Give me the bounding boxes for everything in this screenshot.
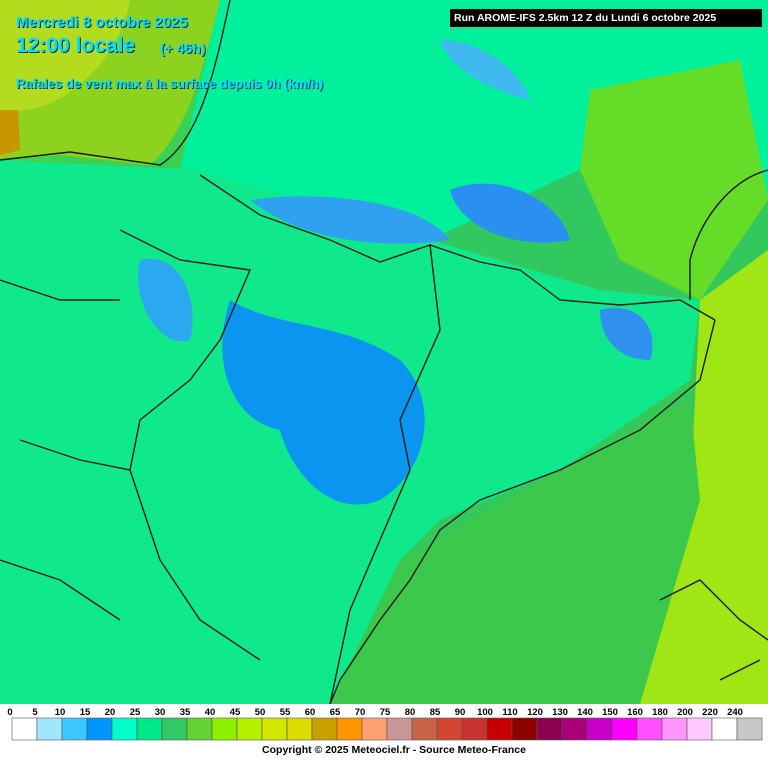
legend-swatch (311, 717, 338, 741)
legend-label: 110 (502, 707, 517, 718)
legend-label: 30 (155, 707, 166, 718)
coast-islands (659, 579, 768, 681)
legend-label: 85 (430, 707, 441, 718)
legend-label: 20 (105, 707, 116, 718)
legend-swatch (36, 717, 63, 741)
legend-swatch (261, 717, 288, 741)
legend-swatch (111, 717, 138, 741)
zone-blue-6 (440, 40, 530, 100)
legend-swatch (61, 717, 88, 741)
legend-swatch (586, 717, 613, 741)
legend-label: 160 (627, 707, 643, 718)
legend-swatch (411, 717, 438, 741)
borders (0, 0, 768, 704)
legend-label: 10 (55, 707, 66, 718)
legend-swatch (661, 717, 688, 741)
zone-blue (222, 300, 425, 505)
legend-swatch (336, 717, 363, 741)
legend-swatch (361, 717, 388, 741)
border-pyrenees (199, 174, 716, 321)
legend-swatch (86, 717, 113, 741)
legend-swatch (161, 717, 188, 741)
legend-swatch (561, 717, 588, 741)
legend-swatch (536, 717, 563, 741)
legend-label: 240 (727, 707, 743, 718)
legend-label: 150 (602, 707, 618, 718)
zone-orange (0, 110, 20, 155)
subtitle: Rafales de vent max à la surface depuis … (16, 76, 324, 91)
coast-atlantic (0, 0, 231, 166)
legend-swatch (736, 717, 763, 741)
legend-label: 40 (205, 707, 216, 718)
legend-label: 80 (405, 707, 416, 718)
copyright: Copyright © 2025 Meteociel.fr - Source M… (262, 744, 526, 756)
legend-label: 15 (80, 707, 91, 718)
run-info: Run AROME-IFS 2.5km 12 Z du Lundi 6 octo… (450, 9, 762, 27)
region-border-3 (0, 279, 131, 621)
zone-sea (330, 400, 700, 704)
legend-label: 220 (702, 707, 718, 718)
legend-swatch (386, 717, 413, 741)
legend-swatch (211, 717, 238, 741)
legend-swatch (711, 717, 738, 741)
legend-label: 180 (652, 707, 668, 718)
legend-label: 45 (230, 707, 241, 718)
local-time: 12:00 locale (16, 34, 136, 57)
legend: 0 5 10 15 20 25 30 35 40 45 50 55 60 65 70 75 80 85 90 100 1… (0, 704, 768, 768)
region-border-2 (119, 229, 261, 661)
legend-label: 0 (7, 707, 12, 718)
zone-blue-2 (138, 258, 193, 342)
map (0, 0, 768, 704)
legend-swatch (511, 717, 538, 741)
legend-label: 5 (32, 707, 38, 718)
legend-swatch (11, 717, 38, 741)
legend-label: 100 (477, 707, 493, 718)
zone-blue-5 (600, 308, 653, 360)
lead-time: (+ 46h) (160, 40, 206, 56)
legend-label: 70 (355, 707, 366, 718)
legend-swatch (186, 717, 213, 741)
legend-label: 75 (380, 707, 391, 718)
region-border (329, 244, 441, 704)
legend-label: 55 (280, 707, 291, 718)
legend-label: 35 (180, 707, 191, 718)
legend-swatch (236, 717, 263, 741)
legend-scale: 0 5 10 15 20 25 30 35 40 45 50 55 60 65 70 75 80 85 90 100 1… (7, 707, 763, 741)
legend-label: 140 (577, 707, 593, 718)
legend-label: 200 (677, 707, 693, 718)
legend-label: 25 (130, 707, 141, 718)
legend-swatch (461, 717, 488, 741)
legend-swatch (636, 717, 663, 741)
legend-swatch (611, 717, 638, 741)
date: Mercredi 8 octobre 2025 (16, 14, 188, 31)
zone-yellow-2 (0, 0, 130, 112)
legend-label: 130 (552, 707, 568, 718)
zone-blue-3 (250, 196, 450, 244)
legend-swatch (286, 717, 313, 741)
legend-swatch (686, 717, 713, 741)
legend-label: 60 (305, 707, 316, 718)
coast-med (329, 319, 716, 704)
legend-label: 65 (330, 707, 341, 718)
legend-label: 50 (255, 707, 266, 718)
zone-blue-4 (450, 183, 570, 243)
legend-swatch (436, 717, 463, 741)
legend-swatch (136, 717, 163, 741)
border-alps (689, 169, 768, 300)
legend-label: 90 (455, 707, 466, 718)
legend-label: 120 (527, 707, 543, 718)
zone-alps (580, 60, 768, 300)
legend-swatch (486, 717, 513, 741)
zone-cyan (180, 0, 768, 240)
